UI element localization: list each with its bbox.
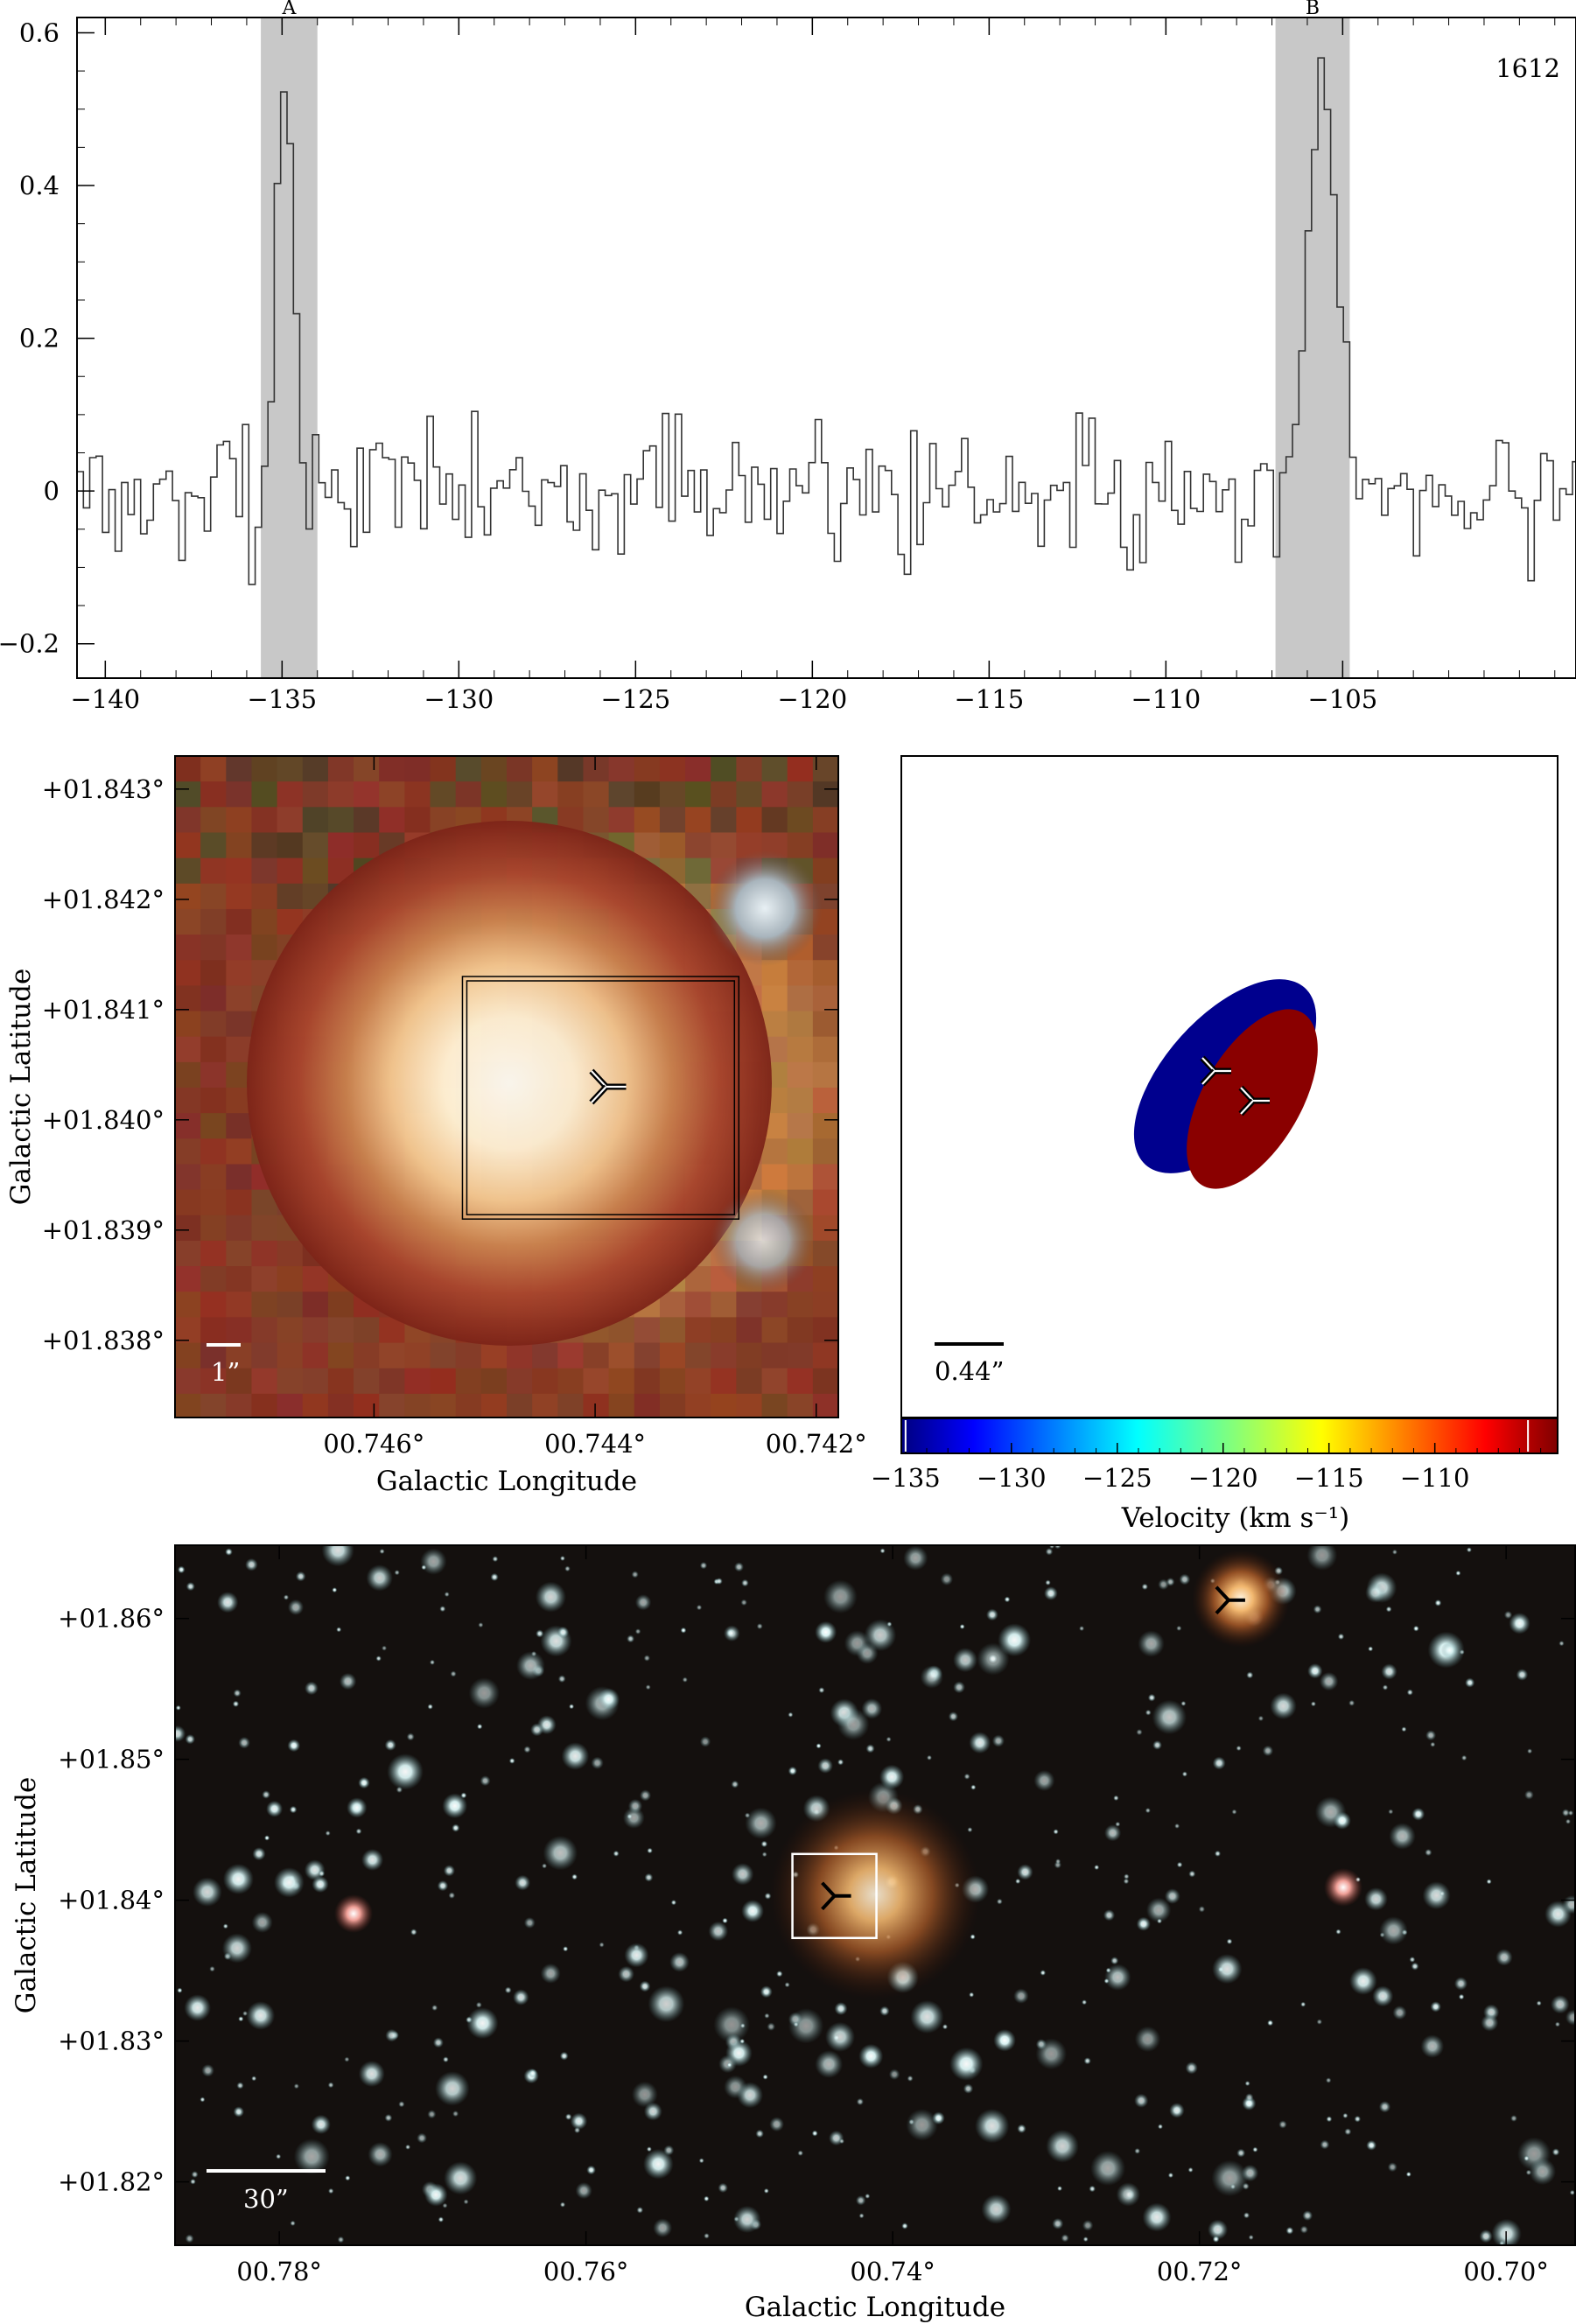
zoom-frame [174, 755, 839, 1418]
zoom-region-box [791, 1852, 878, 1940]
zoom-y-axis-label: Galactic Latitude [5, 969, 37, 1206]
zoom-image-panel: 00.746° 00.744° 00.742° +01.843° +01.842° +01… [5, 755, 867, 1497]
shaded-velocity-range-b [1275, 18, 1350, 678]
wide-x-tick-label: 00.72° [1157, 2257, 1243, 2286]
wide-x-axis-label: Galactic Longitude [745, 2292, 1005, 2323]
colorbar-tick-label: −135 [871, 1463, 941, 1493]
zoom-y-tick-label: +01.838° [42, 1326, 165, 1355]
spectrum-line [77, 57, 1576, 585]
maser-spot-panel: 0.44” −135 −130 −125 −120 −115 −110 Velocity … [871, 755, 1558, 1534]
bluish-neighbour-star [707, 850, 823, 966]
spectrum-x-tick-label: −135 [247, 684, 317, 714]
transition-label: 1612 [1495, 53, 1560, 83]
zoom-x-axis-label: Galactic Longitude [376, 1466, 637, 1497]
wide-y-tick-label: +01.83° [58, 2026, 165, 2056]
colorbar-tick-label: −110 [1400, 1463, 1470, 1493]
wide-frame [174, 1544, 1576, 2246]
zoom-x-tick-label: 00.742° [766, 1429, 867, 1459]
spectrum-y-tick-label: 0 [44, 476, 60, 506]
maser-position-marker [589, 1068, 627, 1105]
spectrum-frame [76, 17, 1576, 679]
maser-spot-b-marker [1238, 1085, 1270, 1116]
wide-x-tick-label: 00.78° [236, 2257, 322, 2286]
wide-y-tick-label: +01.86° [58, 1604, 165, 1634]
spectrum-y-tick-label: −0.2 [0, 629, 60, 659]
spectrum-x-tick-label: −120 [778, 684, 848, 714]
colorbar-tick-label: −125 [1082, 1463, 1152, 1493]
wide-y-tick-label: +01.84° [58, 1886, 165, 1915]
spectrum-x-tick-label: −125 [601, 684, 671, 714]
red-star [334, 1894, 373, 1933]
wide-x-tick-label: 00.76° [543, 2257, 629, 2286]
spectrum-x-tick-label: −105 [1308, 684, 1378, 714]
zoom-region-box-inner [466, 980, 736, 1215]
velocity-colorbar [900, 1418, 1558, 1454]
scale-bar-044arcsec-label: 0.44” [935, 1356, 1004, 1386]
spectrum-x-tick-label: −115 [955, 684, 1025, 714]
colorbar-tick-label: −130 [977, 1463, 1047, 1493]
red-star [1324, 1868, 1362, 1907]
zoom-region-box-outer [461, 976, 740, 1220]
zoom-y-tick-label: +01.843° [42, 774, 165, 804]
wide-x-tick-label: 00.74° [850, 2257, 935, 2286]
spectrum-y-tick-label: 0.4 [19, 171, 60, 200]
maser-spot-a-marker [1200, 1055, 1231, 1087]
wide-x-tick-label: 00.70° [1463, 2257, 1549, 2286]
source-marker-2 [1215, 1586, 1245, 1615]
wide-y-axis-label: Galactic Latitude [11, 1777, 42, 2014]
spectrum-x-tick-label: −140 [70, 684, 140, 714]
wide-field-panel: 00.78° 00.76° 00.74° 00.72° 00.70° +01.86° +01… [11, 1544, 1576, 2323]
bluish-neighbour-star [711, 1188, 816, 1293]
spectrum-x-tick-label: −110 [1131, 684, 1201, 714]
zoom-y-tick-label: +01.841° [42, 995, 165, 1025]
scale-bar-1arcsec-label: 1” [211, 1357, 240, 1387]
colorbar-tick-label: −115 [1294, 1463, 1364, 1493]
peak-label-b: B [1306, 0, 1320, 19]
zoom-x-tick-label: 00.746° [323, 1429, 424, 1459]
shaded-velocity-range-a [261, 18, 318, 678]
central-source-glow [247, 821, 772, 1346]
colorbar-label: Velocity (km s⁻¹) [1121, 1502, 1350, 1534]
spectrum-y-tick-label: 0.6 [19, 18, 60, 47]
zoom-y-tick-label: +01.839° [42, 1215, 165, 1245]
zoom-x-tick-label: 00.744° [544, 1429, 646, 1459]
colorbar-tick-label: −120 [1188, 1463, 1258, 1493]
wide-y-tick-label: +01.82° [58, 2167, 165, 2197]
scale-bar-30arcsec-label: 30” [243, 2184, 289, 2214]
spectrum-x-tick-label: −130 [424, 684, 494, 714]
spectrum-panel: −140 −135 −130 −125 −120 −115 −110 −105 0.6 0.4 0… [0, 0, 1576, 714]
zoom-y-tick-label: +01.842° [42, 885, 165, 914]
peak-label-a: A [281, 0, 297, 19]
wide-y-tick-label: +01.85° [58, 1745, 165, 1774]
spectrum-y-tick-label: 0.2 [19, 324, 60, 354]
central-source-nebula [770, 1789, 980, 1999]
source-marker-1 [821, 1881, 851, 1911]
zoom-y-tick-label: +01.840° [42, 1105, 165, 1135]
